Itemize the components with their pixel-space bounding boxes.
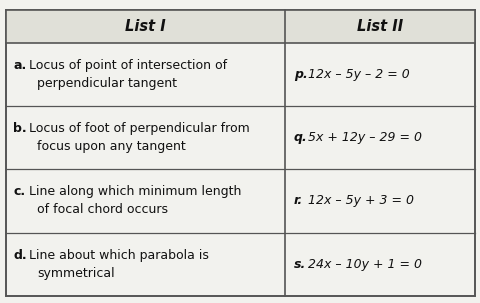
Text: c.: c. [13, 185, 25, 198]
Text: of focal chord occurs: of focal chord occurs [37, 203, 168, 216]
Text: List II: List II [356, 19, 402, 34]
Text: Line about which parabola is: Line about which parabola is [29, 248, 208, 261]
Text: d.: d. [13, 248, 27, 261]
Text: focus upon any tangent: focus upon any tangent [37, 140, 186, 153]
Text: Line along which minimum length: Line along which minimum length [29, 185, 240, 198]
Text: q.: q. [293, 131, 307, 144]
Text: perpendicular tangent: perpendicular tangent [37, 77, 177, 90]
Text: List I: List I [125, 19, 166, 34]
Text: r.: r. [293, 195, 302, 208]
Text: Locus of point of intersection of: Locus of point of intersection of [29, 59, 226, 72]
Text: Locus of foot of perpendicular from: Locus of foot of perpendicular from [29, 122, 249, 135]
Text: 24x – 10y + 1 = 0: 24x – 10y + 1 = 0 [307, 258, 421, 271]
Text: s.: s. [293, 258, 305, 271]
Bar [6, 10, 474, 43]
Text: 5x + 12y – 29 = 0: 5x + 12y – 29 = 0 [307, 131, 421, 144]
Text: 12x – 5y – 2 = 0: 12x – 5y – 2 = 0 [307, 68, 409, 81]
Text: 12x – 5y + 3 = 0: 12x – 5y + 3 = 0 [307, 195, 413, 208]
Text: p.: p. [293, 68, 307, 81]
Text: b.: b. [13, 122, 27, 135]
Text: symmetrical: symmetrical [37, 267, 115, 280]
Text: a.: a. [13, 59, 26, 72]
